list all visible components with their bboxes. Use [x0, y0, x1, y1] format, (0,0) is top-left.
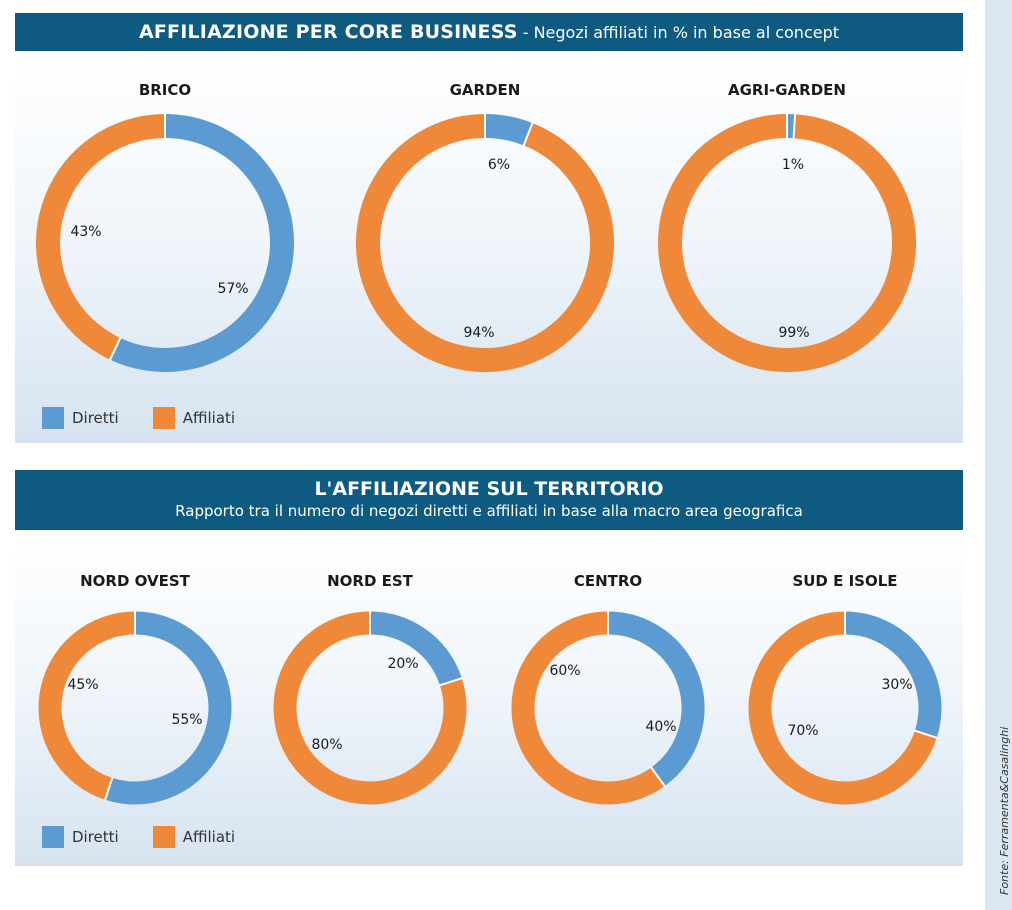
- legend-swatch-affiliated: [152, 826, 175, 848]
- segment-divider-garden: [522, 122, 534, 147]
- segment-divider-centro: [650, 766, 666, 788]
- data-label-centro-diretti: 40%: [645, 719, 676, 735]
- legend-swatch-affiliated: [152, 407, 175, 429]
- territory-panel: L'AFFILIAZIONE SUL TERRITORIO Rapporto t…: [15, 470, 963, 866]
- segment-divider-agri-garden: [792, 113, 797, 139]
- data-label-nord-est-diretti: 20%: [387, 656, 418, 672]
- legend-swatch-direct: [42, 407, 64, 429]
- donut-segment-centro-diretti: [607, 611, 705, 787]
- donut-segment-nord-est-affiliati: [273, 611, 467, 805]
- legend-territory: Diretti Affiliati: [42, 826, 269, 848]
- territory-chart-area: [15, 530, 963, 866]
- data-label-sud-e-isole-diretti: 30%: [881, 677, 912, 693]
- data-label-brico-affiliati: 43%: [70, 224, 101, 240]
- segment-divider-nord-ovest: [104, 777, 114, 801]
- chart-title-centro: CENTRO: [574, 572, 642, 590]
- legend-label-direct: Diretti: [72, 409, 119, 427]
- donut-segment-centro-affiliati: [511, 611, 665, 805]
- data-label-centro-affiliati: 60%: [549, 663, 580, 679]
- data-label-nord-ovest-diretti: 55%: [171, 712, 202, 728]
- chart-title-garden: GARDEN: [450, 81, 521, 99]
- core-business-donuts: BRICO 57% 43% GARDEN 6% 94% AGRI-GARDEN 1% 99%: [36, 81, 916, 372]
- core-business-header: AFFILIAZIONE PER CORE BUSINESS - Negozi …: [15, 13, 963, 51]
- data-label-sud-e-isole-affiliati: 70%: [787, 723, 818, 739]
- donut-segment-garden-diretti: [484, 114, 533, 146]
- core-business-subtitle: Negozi affiliati in % in base al concept: [533, 23, 840, 42]
- data-label-garden-affiliati: 94%: [463, 325, 494, 341]
- donut-segment-agri-garden-affiliati: [658, 114, 916, 372]
- segment-divider-nord-est: [439, 677, 463, 687]
- side-strip: [985, 0, 1012, 910]
- donut-segment-brico-diretti: [110, 114, 294, 372]
- source-note: Fonte: Ferramenta&Casalinghi: [998, 726, 1011, 895]
- data-label-nord-ovest-affiliati: 45%: [67, 677, 98, 693]
- legend-label-direct: Diretti: [72, 828, 119, 846]
- chart-title-nord-ovest: NORD OVEST: [80, 572, 191, 590]
- donut-segment-nord-est-diretti: [369, 611, 462, 686]
- legend-label-affiliated: Affiliati: [182, 828, 236, 846]
- chart-title-sud-e-isole: SUD E ISOLE: [792, 572, 897, 590]
- data-label-agri-garden-affiliati: 99%: [778, 325, 809, 341]
- chart-title-nord-est: NORD EST: [327, 572, 414, 590]
- donut-segment-nord-ovest-affiliati: [38, 611, 136, 800]
- core-business-title: AFFILIAZIONE PER CORE BUSINESS: [138, 21, 518, 43]
- legend-label-affiliated: Affiliati: [182, 409, 236, 427]
- territory-title: L'AFFILIAZIONE SUL TERRITORIO: [314, 478, 664, 500]
- segment-divider-brico: [108, 337, 122, 361]
- legend-item-direct: Diretti: [42, 826, 119, 848]
- legend-swatch-direct: [42, 826, 64, 848]
- legend-item-direct: Diretti: [42, 407, 119, 429]
- core-business-panel: AFFILIAZIONE PER CORE BUSINESS - Negozi …: [15, 13, 963, 443]
- legend-item-affiliated: Affiliati: [152, 407, 236, 429]
- chart-title-agri-garden: AGRI-GARDEN: [728, 81, 846, 99]
- donut-segment-sud-e-isole-diretti: [844, 611, 942, 738]
- data-label-brico-diretti: 57%: [217, 281, 248, 297]
- donut-segment-nord-ovest-diretti: [105, 611, 232, 805]
- donut-segment-sud-e-isole-affiliati: [748, 611, 937, 805]
- data-label-nord-est-affiliati: 80%: [311, 737, 342, 753]
- territory-header: L'AFFILIAZIONE SUL TERRITORIO Rapporto t…: [15, 470, 963, 530]
- data-label-agri-garden-diretti: 1%: [782, 157, 804, 173]
- chart-title-brico: BRICO: [139, 81, 191, 99]
- title-separator: -: [517, 23, 534, 42]
- territory-subtitle: Rapporto tra il numero di negozi diretti…: [175, 502, 803, 520]
- legend-item-affiliated: Affiliati: [152, 826, 236, 848]
- donut-segment-garden-affiliati: [356, 114, 614, 372]
- legend-core-business: Diretti Affiliati: [42, 407, 269, 429]
- segment-divider-sud-e-isole: [914, 729, 938, 739]
- data-label-garden-diretti: 6%: [488, 157, 510, 173]
- donut-segment-brico-affiliati: [36, 114, 166, 360]
- territory-donuts: NORD OVEST 55% 45% NORD EST 20% 80% CENTRO 40% 6…: [38, 572, 942, 805]
